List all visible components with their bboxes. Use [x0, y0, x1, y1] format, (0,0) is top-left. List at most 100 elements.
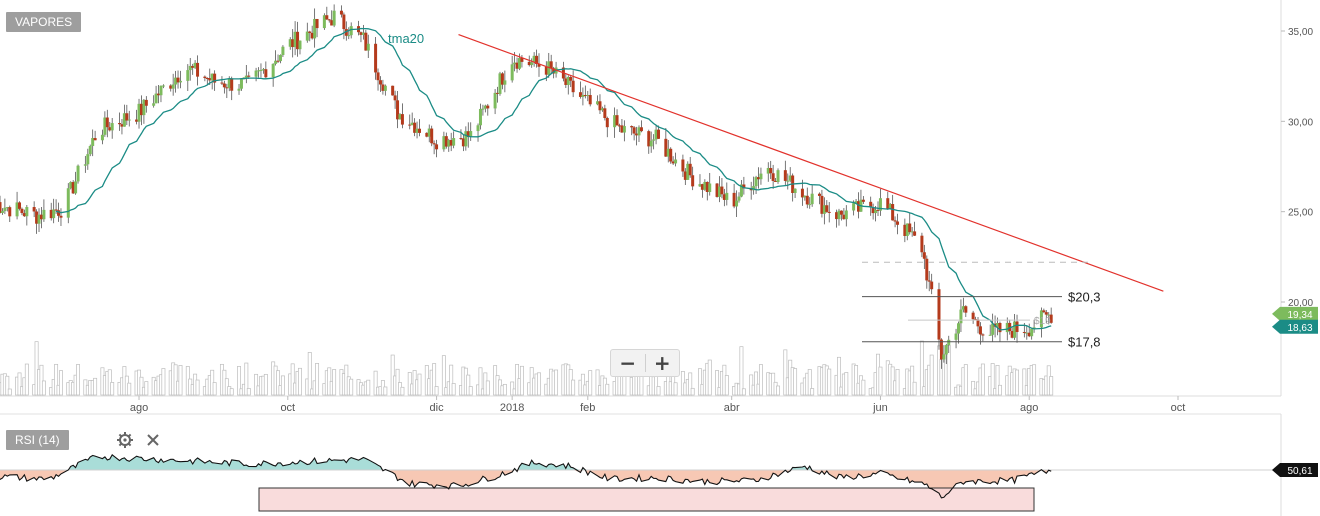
- candle: [515, 57, 519, 73]
- volume-bar: [571, 379, 576, 396]
- candle-body: [886, 198, 890, 209]
- candle-body: [35, 211, 39, 224]
- candle: [1013, 313, 1017, 340]
- candle: [959, 299, 963, 333]
- candle: [639, 120, 643, 133]
- candle: [786, 173, 790, 190]
- trendline: [458, 34, 1164, 292]
- candle: [186, 64, 190, 91]
- rsi-indicator-tag[interactable]: RSI (14): [6, 430, 69, 450]
- candle-body: [169, 85, 173, 89]
- candle: [810, 185, 814, 207]
- candle-body: [349, 26, 353, 36]
- close-icon[interactable]: [147, 434, 159, 446]
- candle-body: [910, 231, 914, 233]
- candle: [361, 24, 365, 40]
- candle: [708, 172, 712, 196]
- candle: [88, 144, 92, 157]
- candle: [274, 50, 278, 66]
- candle-body: [483, 105, 487, 109]
- volume-bar: [1049, 376, 1054, 396]
- candle-body: [103, 117, 107, 135]
- candle-body: [118, 123, 122, 125]
- y-tick-label: 25,00: [1288, 208, 1313, 219]
- volume-bar: [1022, 368, 1027, 396]
- volume-bar: [810, 388, 815, 396]
- candle: [288, 37, 292, 50]
- candle-body: [581, 94, 585, 97]
- y-tick-label: 30,00: [1288, 117, 1313, 128]
- candle-body: [452, 138, 456, 146]
- candle: [264, 61, 268, 79]
- symbol-tag[interactable]: VAPORES: [6, 12, 82, 32]
- candle: [586, 90, 590, 102]
- candle: [674, 152, 678, 167]
- candle: [503, 70, 507, 93]
- candle: [435, 139, 439, 158]
- volume-bar: [34, 341, 39, 396]
- candle: [496, 86, 500, 103]
- candle-body: [583, 94, 587, 96]
- candle-body: [481, 108, 485, 110]
- volume-bar: [178, 365, 183, 396]
- candle: [817, 192, 821, 205]
- candle: [105, 109, 109, 138]
- candle-body: [930, 281, 934, 290]
- candle-body: [725, 192, 729, 200]
- candle: [835, 209, 839, 228]
- candle-body: [620, 125, 624, 133]
- candle: [530, 58, 534, 68]
- price-pane: $20,3 $17,8 $19 tma20 35,00 30,00 25,00 20,00…: [0, 0, 1318, 414]
- candle: [991, 313, 995, 342]
- last-price-badge-shape: [1272, 306, 1318, 321]
- rsi-pane: 50,61: [0, 413, 1318, 516]
- candle-body: [776, 170, 780, 183]
- candle-body: [205, 77, 209, 79]
- candle-body: [964, 306, 968, 313]
- candle-body: [852, 203, 856, 211]
- zoom-out-button[interactable]: −: [619, 351, 637, 375]
- candle-body: [291, 39, 295, 48]
- candle-body: [649, 140, 653, 147]
- candle: [91, 129, 95, 157]
- candle-body: [737, 196, 741, 201]
- candle: [310, 25, 314, 40]
- volume-bar: [400, 386, 405, 396]
- candle: [393, 90, 397, 109]
- candle: [415, 121, 419, 139]
- candle-body: [835, 212, 839, 220]
- volume-bar: [502, 383, 507, 396]
- candle-body: [69, 182, 73, 189]
- ma-series-label: tma20: [388, 31, 424, 46]
- level-label: $17,8: [1068, 335, 1101, 350]
- candle: [564, 73, 568, 89]
- candle-body: [691, 175, 695, 187]
- candle-body: [893, 220, 897, 222]
- candle: [244, 65, 248, 84]
- candle-body: [398, 114, 402, 120]
- candle: [483, 104, 487, 113]
- volume-bar: [861, 379, 866, 396]
- candle-body: [908, 223, 912, 233]
- candle: [793, 188, 797, 198]
- candle-body: [925, 258, 929, 281]
- candle-body: [803, 195, 807, 198]
- candle: [939, 338, 943, 369]
- volume-bar: [1032, 364, 1037, 396]
- volume-bar: [688, 372, 693, 396]
- candle: [510, 55, 514, 83]
- candle: [666, 140, 670, 163]
- settings-icon[interactable]: [117, 432, 133, 448]
- candle-body: [1015, 321, 1019, 332]
- volume-bar: [76, 364, 80, 396]
- candle-body: [688, 163, 692, 176]
- candle: [947, 335, 951, 353]
- candle-body: [210, 73, 214, 81]
- candle: [842, 208, 846, 220]
- candle-body: [298, 40, 302, 50]
- volume-bar: [315, 363, 320, 396]
- candle: [205, 77, 209, 85]
- zoom-in-button[interactable]: +: [653, 351, 671, 375]
- candle: [278, 54, 282, 64]
